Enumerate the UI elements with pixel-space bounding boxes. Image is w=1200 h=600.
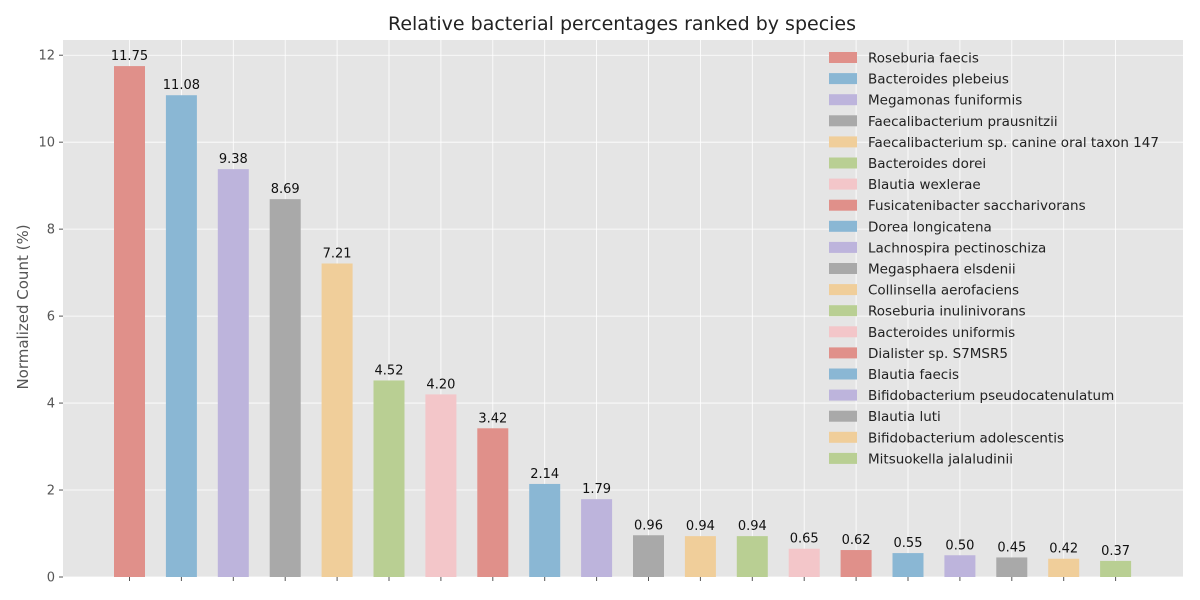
legend-label: Lachnospira pectinoschiza <box>868 240 1046 256</box>
legend-label: Bacteroides plebeius <box>868 72 1009 88</box>
legend-label: Faecalibacterium sp. canine oral taxon 1… <box>868 135 1159 151</box>
legend-label: Roseburia faecis <box>868 51 979 67</box>
bar-value-label: 3.42 <box>478 411 507 426</box>
legend-label: Dialister sp. S7MSR5 <box>868 346 1008 362</box>
bar <box>114 66 145 578</box>
legend-swatch <box>829 326 857 338</box>
legend-label: Blautia luti <box>868 409 941 425</box>
bar <box>477 428 509 577</box>
bar-value-label: 9.38 <box>219 152 248 167</box>
legend-swatch <box>829 73 857 85</box>
y-tick-label: 2 <box>47 484 55 499</box>
legend-swatch <box>829 94 857 106</box>
bar <box>269 199 301 578</box>
value-labels: 11.75 11.08 9.38 8.69 7.21 4.52 4.20 3.42 2.14 1.… <box>111 49 1130 559</box>
legend-label: Faecalibacterium prausnitzii <box>868 114 1058 130</box>
bar <box>840 550 872 577</box>
legend-label: Megamonas funiformis <box>868 93 1022 109</box>
x-axis <box>129 577 1117 581</box>
y-tick-label: 0 <box>47 571 55 586</box>
legend-label: Blautia faecis <box>868 367 959 383</box>
bar-value-label: 11.08 <box>163 78 200 93</box>
legend-label: Mitsuokella jalaludinii <box>868 451 1013 467</box>
legend-swatch <box>829 263 857 274</box>
chart-title: Relative bacterial percentages ranked by… <box>388 13 856 35</box>
legend-label: Bifidobacterium adolescentis <box>868 430 1064 446</box>
legend-swatch <box>829 368 857 380</box>
plot-area <box>63 40 1183 577</box>
y-tick-label: 6 <box>47 310 55 325</box>
legend-swatch <box>829 431 857 443</box>
bar-value-label: 1.79 <box>582 482 611 497</box>
legend-swatch <box>829 178 857 190</box>
legend-swatch <box>829 199 857 211</box>
y-axis: 0 2 4 6 8 10 12 <box>38 49 63 586</box>
y-tick-label: 10 <box>38 136 55 151</box>
bar-value-label: 0.42 <box>1049 542 1078 557</box>
legend-label: Collinsella aerofaciens <box>868 283 1019 299</box>
bar-value-label: 0.37 <box>1101 544 1130 559</box>
bar-value-label: 0.50 <box>945 538 974 553</box>
bar <box>892 553 924 577</box>
bar <box>736 536 768 577</box>
bar-value-label: 0.96 <box>634 518 663 533</box>
bar-value-label: 4.20 <box>426 377 455 392</box>
legend-swatch <box>829 157 857 169</box>
bar-value-label: 0.94 <box>686 519 715 534</box>
y-tick-label: 8 <box>47 223 55 238</box>
bar-value-label: 0.65 <box>790 532 819 547</box>
legend-label: Blautia wexlerae <box>868 177 981 193</box>
bar <box>944 555 976 577</box>
bar-value-label: 7.21 <box>323 246 352 261</box>
bar <box>165 95 197 577</box>
bar-value-label: 11.75 <box>111 49 148 64</box>
legend-swatch <box>829 347 857 359</box>
legend-label: Bacteroides uniformis <box>868 325 1015 341</box>
legend-swatch <box>829 220 857 232</box>
bar-value-label: 0.62 <box>842 533 871 548</box>
bar <box>321 263 353 577</box>
bar <box>581 499 613 577</box>
legend-swatch <box>829 52 857 63</box>
bar <box>1100 560 1132 577</box>
bar <box>633 535 664 577</box>
bar-value-label: 0.94 <box>738 519 767 534</box>
legend-swatch <box>829 389 857 401</box>
legend-swatch <box>829 136 857 148</box>
legend-swatch <box>829 115 857 127</box>
legend-swatch <box>829 305 857 317</box>
legend-label: Bifidobacterium pseudocatenulatum <box>868 388 1114 404</box>
bar-value-label: 0.55 <box>894 536 923 551</box>
bar <box>1048 558 1080 577</box>
legend-label: Bacteroides dorei <box>868 156 986 172</box>
bars <box>114 66 1132 578</box>
bar <box>373 380 405 577</box>
legend-label: Dorea longicatena <box>868 219 992 235</box>
legend-swatch <box>829 452 857 464</box>
y-axis-label: Normalized Count (%) <box>14 224 32 389</box>
bar-value-label: 4.52 <box>375 363 404 378</box>
bar <box>425 394 457 577</box>
y-tick-label: 12 <box>38 49 55 64</box>
legend-swatch <box>829 284 857 296</box>
legend-label: Fusicatenibacter saccharivorans <box>868 198 1086 214</box>
bar-value-label: 2.14 <box>530 467 559 482</box>
bar <box>529 483 561 577</box>
bar-value-label: 0.45 <box>997 540 1026 555</box>
y-tick-label: 4 <box>47 397 55 412</box>
bar <box>996 557 1028 577</box>
bar <box>788 548 820 577</box>
legend-swatch <box>829 410 857 422</box>
bar <box>217 169 249 578</box>
legend-label: Roseburia inulinivorans <box>868 304 1026 320</box>
legend-label: Megasphaera elsdenii <box>868 262 1016 278</box>
bar-value-label: 8.69 <box>271 182 300 197</box>
bar <box>684 536 716 577</box>
legend: Roseburia faecis Bacteroides plebeius Mega… <box>829 51 1159 467</box>
legend-swatch <box>829 241 857 253</box>
